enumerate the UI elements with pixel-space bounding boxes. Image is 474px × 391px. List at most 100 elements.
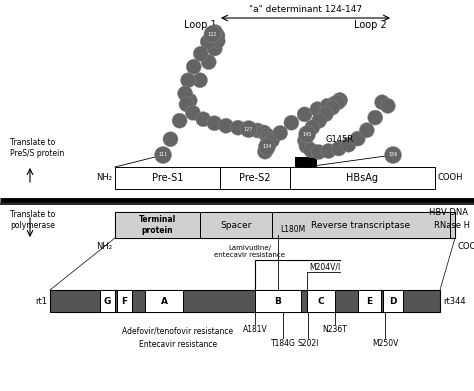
Bar: [115, 212, 200, 238]
Bar: [117, 290, 132, 312]
Circle shape: [219, 118, 234, 133]
Text: RNase H: RNase H: [435, 221, 471, 230]
Text: 156: 156: [388, 152, 398, 158]
Text: Adefovir/tenofovir resistance: Adefovir/tenofovir resistance: [122, 326, 234, 335]
Circle shape: [196, 112, 211, 127]
Circle shape: [256, 125, 272, 140]
Circle shape: [350, 131, 365, 146]
Bar: [450, 212, 455, 238]
Text: Lamivudine/
entecavir resistance: Lamivudine/ entecavir resistance: [215, 245, 285, 258]
Bar: [383, 290, 403, 312]
Text: S202I: S202I: [297, 339, 319, 348]
Circle shape: [341, 137, 356, 152]
Circle shape: [368, 110, 383, 125]
Circle shape: [155, 147, 171, 163]
Circle shape: [181, 73, 196, 88]
Text: A: A: [161, 296, 167, 305]
Text: 122: 122: [208, 32, 217, 36]
Bar: [115, 167, 220, 189]
Circle shape: [201, 55, 216, 70]
Bar: [307, 290, 335, 312]
Circle shape: [297, 107, 312, 122]
Text: Reverse transcriptase: Reverse transcriptase: [311, 221, 410, 230]
Bar: [290, 167, 435, 189]
Circle shape: [257, 144, 273, 159]
Bar: [358, 290, 381, 312]
Circle shape: [319, 107, 333, 122]
Circle shape: [311, 113, 327, 128]
Text: 111: 111: [158, 152, 168, 158]
Bar: [295, 157, 317, 167]
Circle shape: [207, 41, 222, 56]
Circle shape: [259, 139, 274, 154]
Circle shape: [178, 86, 192, 101]
Circle shape: [305, 120, 320, 135]
Circle shape: [332, 93, 347, 108]
Circle shape: [311, 145, 326, 160]
Circle shape: [210, 34, 225, 48]
Text: M204V/I: M204V/I: [309, 262, 340, 271]
Circle shape: [260, 128, 274, 143]
Circle shape: [300, 127, 315, 142]
Text: Loop 2: Loop 2: [354, 20, 386, 30]
Text: G: G: [104, 296, 111, 305]
Circle shape: [163, 132, 178, 147]
Text: N236T: N236T: [323, 325, 347, 334]
Text: E: E: [366, 296, 373, 305]
Text: Loop 1: Loop 1: [184, 20, 216, 30]
Text: 145: 145: [302, 132, 312, 136]
Text: Pre-S2: Pre-S2: [239, 173, 271, 183]
Circle shape: [299, 126, 316, 143]
Text: NH₂: NH₂: [96, 174, 112, 183]
Circle shape: [261, 136, 276, 151]
Circle shape: [284, 115, 299, 130]
Circle shape: [384, 147, 401, 163]
Circle shape: [241, 122, 256, 136]
Bar: [115, 212, 455, 238]
Text: C: C: [318, 296, 324, 305]
Text: COOH: COOH: [458, 242, 474, 251]
Text: D: D: [389, 296, 397, 305]
Bar: [200, 212, 272, 238]
Circle shape: [299, 139, 314, 154]
Circle shape: [193, 46, 208, 61]
Circle shape: [261, 132, 276, 147]
Bar: [255, 290, 301, 312]
Circle shape: [172, 113, 187, 128]
Bar: [272, 212, 450, 238]
Circle shape: [310, 102, 325, 117]
Text: Entecavir resistance: Entecavir resistance: [139, 340, 217, 349]
Text: A181V: A181V: [243, 325, 267, 334]
Circle shape: [264, 133, 280, 148]
Circle shape: [185, 105, 201, 120]
Circle shape: [200, 34, 215, 49]
Circle shape: [332, 93, 347, 108]
Bar: [220, 167, 290, 189]
Circle shape: [325, 100, 340, 115]
Circle shape: [273, 126, 288, 140]
Text: Pre-S1: Pre-S1: [152, 173, 183, 183]
Circle shape: [192, 73, 208, 88]
Circle shape: [208, 25, 223, 39]
Circle shape: [321, 143, 336, 158]
Circle shape: [207, 116, 222, 131]
Circle shape: [205, 27, 220, 41]
Circle shape: [210, 28, 225, 43]
Circle shape: [330, 95, 345, 110]
Circle shape: [186, 59, 201, 74]
Text: NH₂: NH₂: [96, 242, 112, 251]
Circle shape: [374, 95, 390, 110]
Circle shape: [240, 120, 257, 138]
Bar: [50, 290, 440, 312]
Text: Translate to
PreS/S protein: Translate to PreS/S protein: [10, 138, 64, 158]
Circle shape: [182, 93, 197, 108]
Circle shape: [155, 147, 172, 163]
Text: "a" determinant 124-147: "a" determinant 124-147: [249, 5, 362, 14]
Circle shape: [304, 143, 319, 158]
Text: B: B: [274, 296, 282, 305]
Text: COOH: COOH: [438, 174, 464, 183]
Text: G145R: G145R: [325, 135, 353, 143]
Text: M250V: M250V: [372, 339, 398, 348]
Circle shape: [385, 147, 401, 163]
Circle shape: [327, 96, 342, 111]
